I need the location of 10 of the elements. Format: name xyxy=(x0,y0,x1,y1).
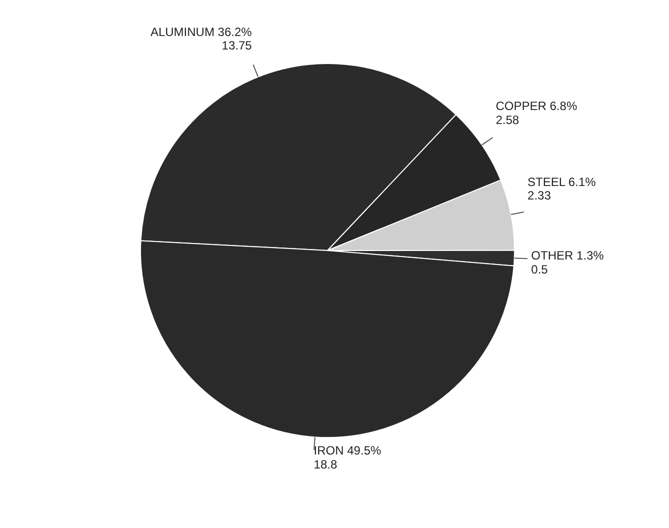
data-label: 13.75 xyxy=(222,38,252,53)
data-label: 2.33 xyxy=(528,188,552,203)
data-label: 2.58 xyxy=(496,112,520,127)
slice-label: STEEL 6.1% xyxy=(528,174,596,189)
slice-label: ALUMINUM 36.2% xyxy=(150,24,252,39)
slice-label: COPPER 6.8% xyxy=(496,99,578,114)
data-label: 0.5 xyxy=(531,262,548,276)
data-label: 18.8 xyxy=(314,457,338,472)
slice-label: IRON 49.5% xyxy=(314,444,382,458)
slice-label: OTHER 1.3% xyxy=(531,248,604,263)
